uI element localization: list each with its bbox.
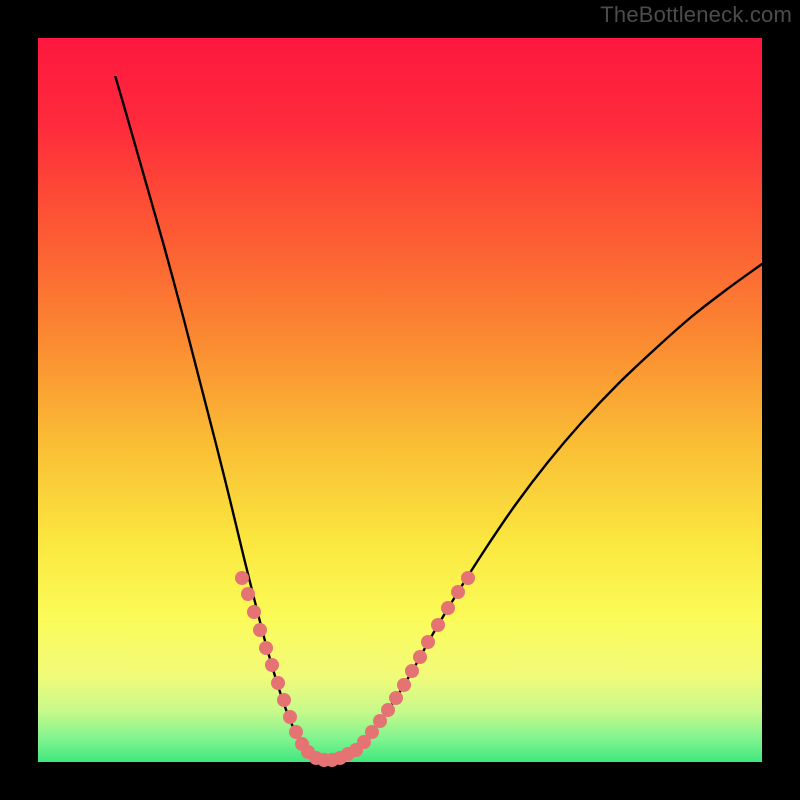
curve-marker [381, 703, 395, 717]
curve-marker [461, 571, 475, 585]
curve-marker [259, 641, 273, 655]
curve-marker [389, 691, 403, 705]
curve-marker [451, 585, 465, 599]
curve-marker [397, 678, 411, 692]
curve-marker [271, 676, 285, 690]
curve-marker [247, 605, 261, 619]
curve-marker [441, 601, 455, 615]
curve-marker [289, 725, 303, 739]
curve-marker [405, 664, 419, 678]
curve-marker [265, 658, 279, 672]
curve-marker [253, 623, 267, 637]
curve-marker [277, 693, 291, 707]
gradient-panel [38, 38, 762, 762]
curve-marker [413, 650, 427, 664]
curve-marker [283, 710, 297, 724]
curve-marker [431, 618, 445, 632]
chart-stage: TheBottleneck.com [0, 0, 800, 800]
bottleneck-chart-svg [0, 0, 800, 800]
curve-marker [235, 571, 249, 585]
curve-marker [421, 635, 435, 649]
curve-marker [241, 587, 255, 601]
